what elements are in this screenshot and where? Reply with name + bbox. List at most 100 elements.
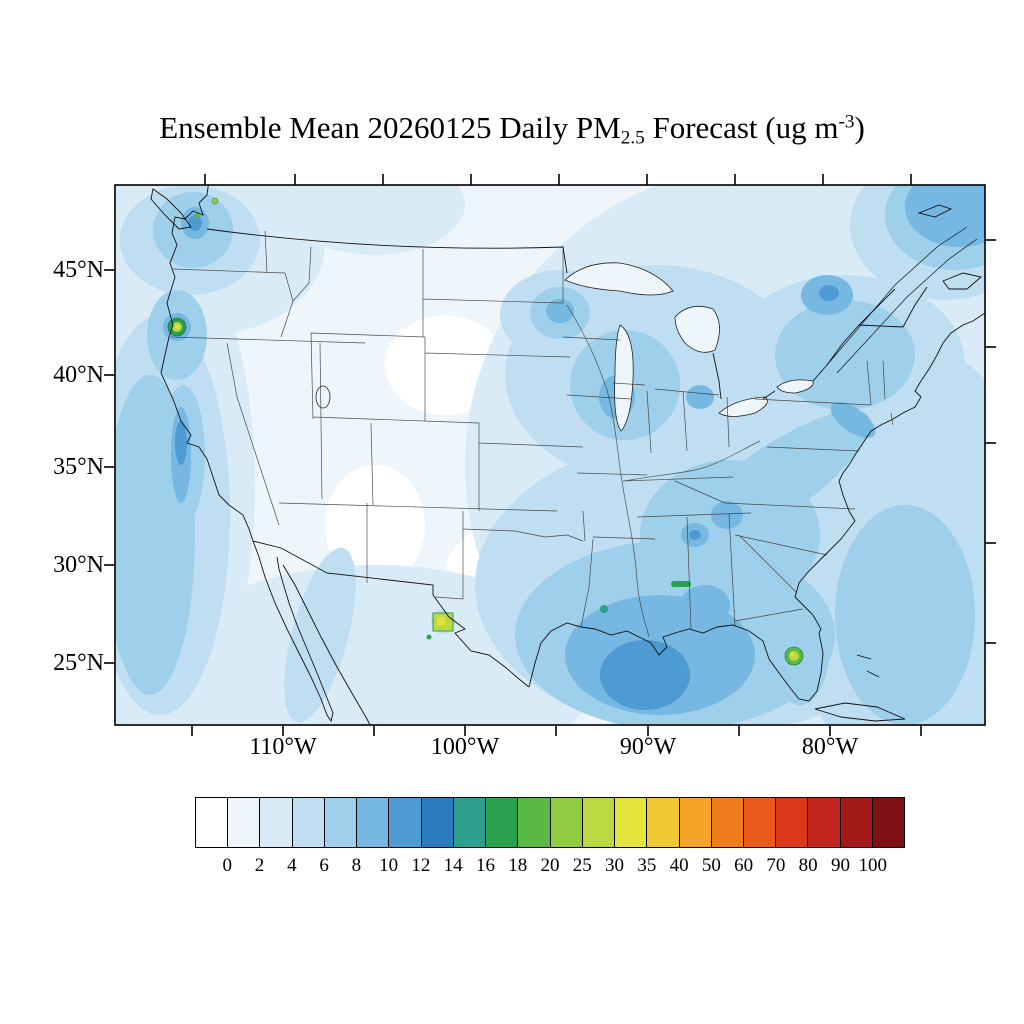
colorbar-cell bbox=[486, 798, 519, 847]
colorbar-labels: 0 2 4 6 8 10 12 14 16 18 20 25 30 35 40 50 60 70 80 90 100 bbox=[195, 855, 905, 879]
colorbar-cell bbox=[711, 798, 744, 847]
contour-region-atlanta bbox=[711, 501, 743, 529]
hotspot-norcal-peak bbox=[175, 325, 179, 329]
contour-region bbox=[600, 640, 690, 710]
colorbar-label: 16 bbox=[475, 855, 495, 876]
hotspot-seattle-dot bbox=[194, 212, 200, 218]
contour-region bbox=[285, 185, 465, 255]
lon-label-90w: 90°W bbox=[619, 734, 677, 760]
bahamas-islands bbox=[856, 654, 880, 678]
hotspot-washington-dot bbox=[211, 197, 219, 205]
state-borders bbox=[170, 230, 894, 630]
colorbar-label: 0 bbox=[222, 855, 233, 876]
contour-region-quebec bbox=[905, 185, 985, 247]
lake-huron bbox=[674, 305, 720, 353]
colorbar-cell bbox=[582, 798, 616, 847]
hotspot-wtexas-dot bbox=[426, 634, 432, 640]
colorbar-label: 100 bbox=[858, 855, 887, 876]
colorbar-cell bbox=[550, 798, 583, 847]
title-text-3: ) bbox=[854, 110, 865, 145]
contour-region-detroit bbox=[686, 385, 714, 409]
colorbar-cell bbox=[776, 798, 809, 847]
axis-ticks bbox=[104, 174, 996, 736]
colorbar-cell bbox=[260, 798, 293, 847]
hotspot-georgia-dash bbox=[671, 581, 691, 587]
colorbar-cell bbox=[840, 798, 873, 847]
contour-region bbox=[680, 585, 730, 625]
contour-region-florida bbox=[770, 585, 830, 705]
colorbar-label: 30 bbox=[605, 855, 625, 876]
colorbar bbox=[195, 797, 905, 848]
anticosti-island bbox=[917, 204, 953, 218]
title-text-2: Forecast (ug m bbox=[644, 110, 839, 145]
lake-superior bbox=[564, 262, 674, 296]
colorbar-label: 25 bbox=[572, 855, 592, 876]
colorbar-cell bbox=[421, 798, 454, 847]
colorbar-label: 18 bbox=[508, 855, 528, 876]
colorbar-label: 90 bbox=[830, 855, 850, 876]
colorbar-label: 2 bbox=[254, 855, 265, 876]
lat-label-45n: 45°N bbox=[53, 257, 104, 283]
contour-region bbox=[175, 421, 187, 465]
colorbar-cell bbox=[292, 798, 325, 847]
lon-label-110w: 110°W bbox=[249, 734, 317, 760]
colorbar-cell bbox=[679, 798, 712, 847]
colorbar-label: 50 bbox=[701, 855, 721, 876]
coast-mexico-mainland bbox=[282, 564, 371, 725]
title-superscript: -3 bbox=[838, 111, 855, 133]
colorbar-cell bbox=[518, 798, 551, 847]
hotspot-florida-peak bbox=[790, 652, 794, 656]
coast-west-baja bbox=[160, 185, 334, 723]
colorbar-label: 14 bbox=[443, 855, 463, 876]
colorbar-cell bbox=[324, 798, 358, 847]
title-subscript: 2.5 bbox=[620, 127, 645, 149]
cuba-coast bbox=[814, 702, 906, 722]
colorbar-label: 12 bbox=[411, 855, 431, 876]
hotspot-wtexas-core bbox=[437, 617, 445, 625]
colorbar-label: 8 bbox=[351, 855, 362, 876]
title-text-1: Ensemble Mean 20260125 Daily PM bbox=[159, 110, 621, 145]
contour-region-atlantic bbox=[835, 505, 975, 725]
map-field bbox=[115, 185, 985, 725]
lat-label-40n: 40°N bbox=[53, 362, 104, 388]
colorbar-cell bbox=[743, 798, 777, 847]
pm25-forecast-map bbox=[104, 174, 996, 736]
lake-erie bbox=[718, 396, 768, 417]
lat-label-30n: 30°N bbox=[53, 552, 104, 578]
contour-region bbox=[819, 285, 839, 301]
hotspot-mississippi-dot bbox=[600, 605, 608, 613]
colorbar-label: 20 bbox=[540, 855, 560, 876]
colorbar-label: 60 bbox=[734, 855, 754, 876]
colorbar-label: 70 bbox=[766, 855, 786, 876]
plot-frame bbox=[114, 184, 986, 726]
lake-michigan bbox=[614, 324, 634, 432]
contour-region-northeast bbox=[775, 300, 915, 410]
colorbar-cell bbox=[357, 798, 390, 847]
st-lawrence-river bbox=[826, 226, 978, 374]
great-lakes bbox=[315, 262, 814, 432]
colorbar-cell bbox=[872, 798, 905, 847]
contour-region bbox=[188, 215, 202, 231]
page-title: Ensemble Mean 20260125 Daily PM2.5 Forec… bbox=[0, 110, 1024, 149]
colorbar-label: 4 bbox=[287, 855, 297, 876]
map-plot bbox=[101, 171, 999, 739]
coast-gulf-atlantic bbox=[528, 312, 985, 702]
lon-label-80w: 80°W bbox=[801, 734, 859, 760]
great-salt-lake bbox=[315, 385, 331, 409]
colorbar-cell bbox=[228, 798, 261, 847]
colorbar-label: 6 bbox=[319, 855, 329, 876]
colorbar-cell bbox=[615, 798, 648, 847]
border-us-canada bbox=[206, 228, 928, 400]
lat-label-35n: 35°N bbox=[53, 454, 104, 480]
colorbar-label: 40 bbox=[669, 855, 689, 876]
nova-scotia bbox=[942, 272, 982, 290]
colorbar-label: 80 bbox=[798, 855, 818, 876]
lat-label-25n: 25°N bbox=[53, 650, 104, 676]
lon-label-100w: 100°W bbox=[430, 734, 500, 760]
colorbar-cell bbox=[453, 798, 487, 847]
contour-region-nyc bbox=[830, 402, 876, 438]
colorbar-cell bbox=[196, 798, 229, 847]
colorbar-cell bbox=[647, 798, 680, 847]
border-us-mexico bbox=[252, 540, 530, 688]
